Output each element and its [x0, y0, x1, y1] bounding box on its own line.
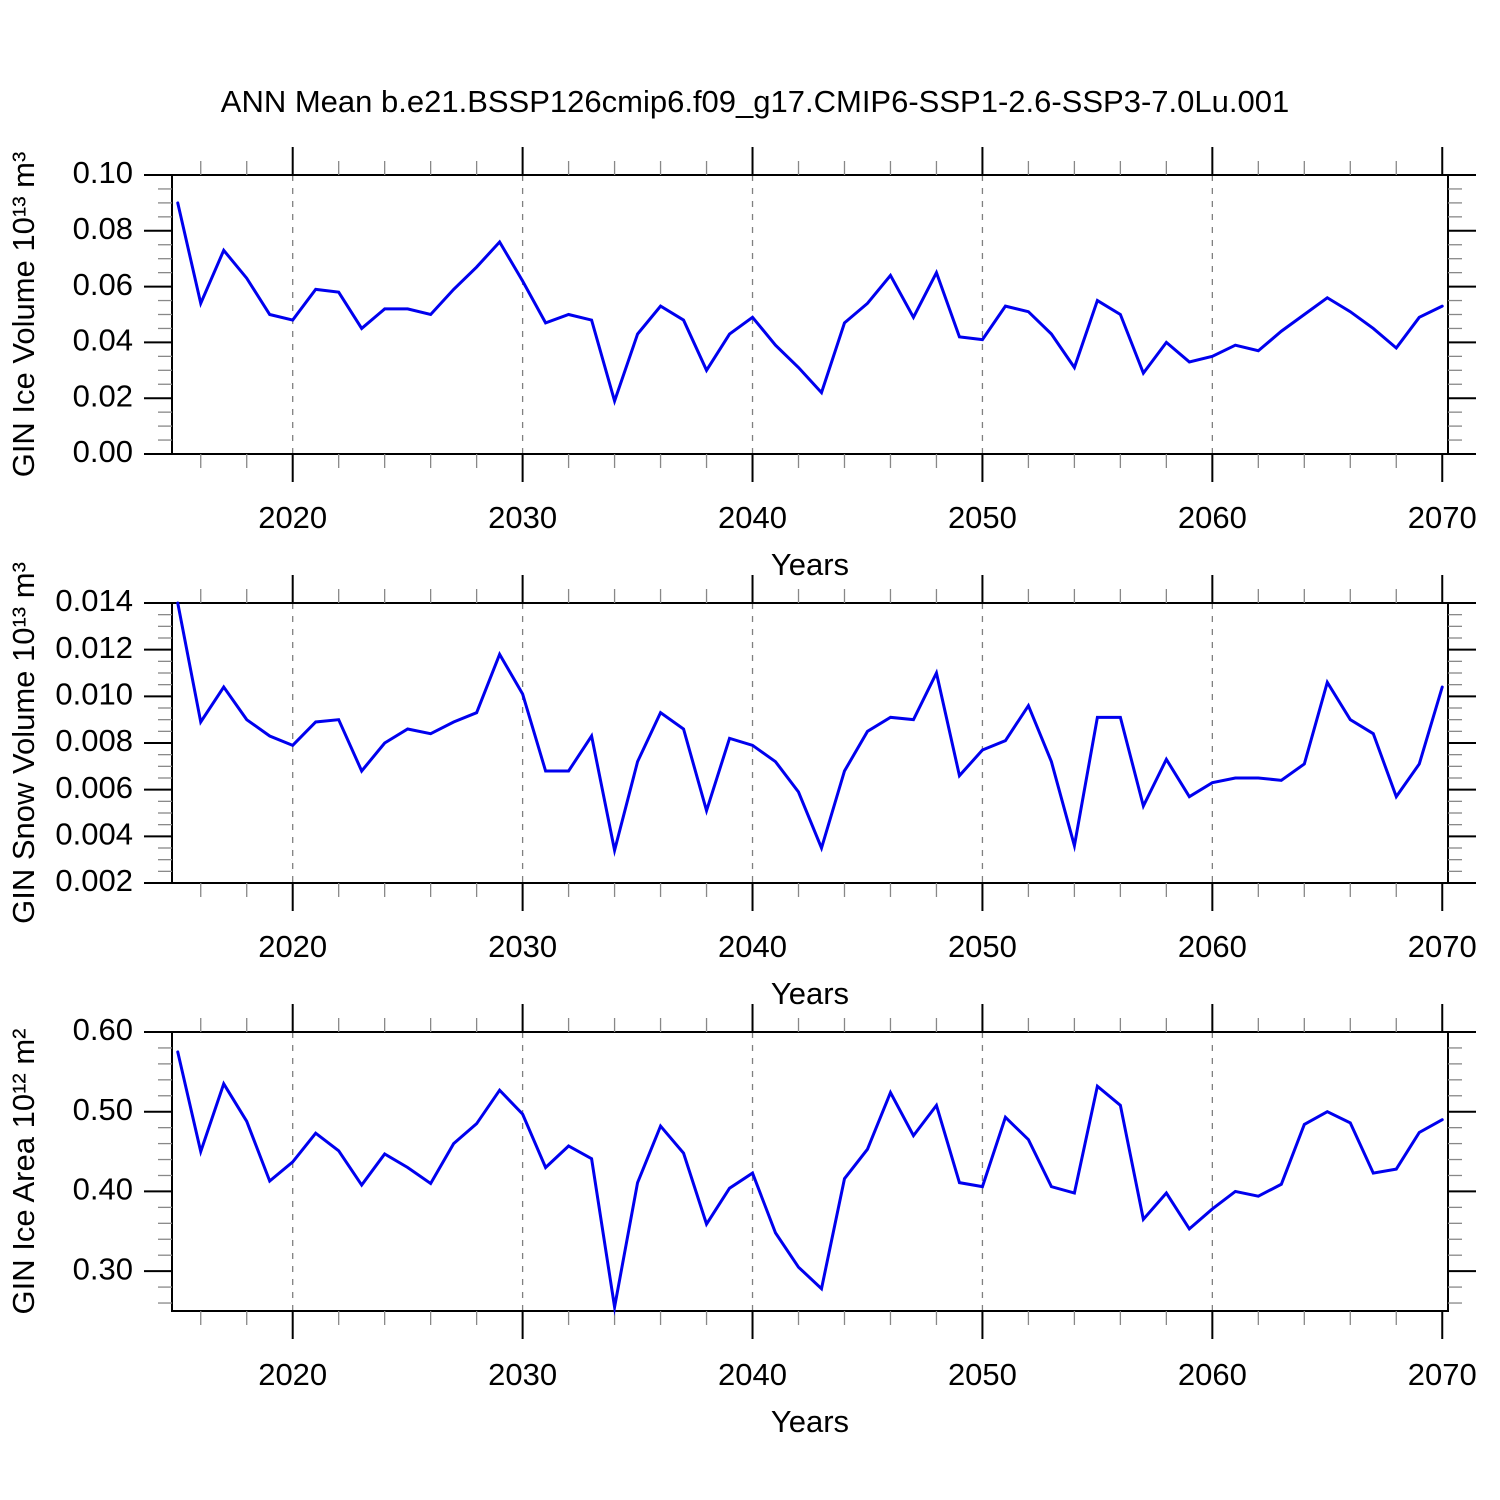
x-axis-title: Years [771, 547, 849, 582]
gin-ice-volume-line [176, 201, 1444, 407]
x-tick-label: 2050 [948, 929, 1017, 964]
x-tick-label: 2040 [718, 500, 787, 535]
y-tick-label: 0.012 [55, 630, 133, 665]
panel-frame [171, 602, 1449, 884]
y-tick-label: 0.02 [73, 378, 133, 413]
y-tick-label: 0.30 [73, 1251, 133, 1286]
x-tick-label: 2030 [488, 929, 557, 964]
x-tick-label: 2030 [488, 1357, 557, 1392]
y-tick-label: 0.60 [73, 1012, 133, 1047]
x-tick-label: 2040 [718, 929, 787, 964]
y-tick-label: 0.014 [55, 583, 133, 618]
y-tick-label: 0.002 [55, 863, 133, 898]
x-tick-label: 2020 [258, 929, 327, 964]
panel-frame [171, 1031, 1449, 1312]
y-axis-title: GIN Ice Area 10¹² m² [6, 1029, 41, 1315]
panel-gin-ice-volume: 2020 2030 2040 2050 2060 2070 0.00 0.02 0.04 0.06… [6, 147, 1477, 582]
x-tick-label: 2070 [1408, 1357, 1477, 1392]
x-tick-label: 2020 [258, 1357, 327, 1392]
x-tick-label: 2070 [1408, 500, 1477, 535]
y-tick-label: 0.008 [55, 723, 133, 758]
y-tick-label: 0.50 [73, 1092, 133, 1127]
x-tick-label: 2040 [718, 1357, 787, 1392]
gin-snow-volume-line [176, 601, 1444, 858]
panel-gin-ice-area: 2020 2030 2040 2050 2060 2070 0.30 0.40 0.50 0.60… [6, 1004, 1477, 1439]
figure-title: ANN Mean b.e21.BSSP126cmip6.f09_g17.CMIP… [220, 84, 1290, 119]
x-tick-label: 2060 [1178, 929, 1247, 964]
x-axis-title: Years [771, 1404, 849, 1439]
y-axis-title: GIN Snow Volume 10¹³ m³ [6, 562, 41, 924]
y-tick-label: 0.04 [73, 323, 133, 358]
y-tick-label: 0.010 [55, 677, 133, 712]
gin-ice-area-line [176, 1050, 1444, 1316]
x-tick-label: 2020 [258, 500, 327, 535]
y-tick-label: 0.10 [73, 155, 133, 190]
y-axis-title: GIN Ice Volume 10¹³ m³ [6, 152, 41, 478]
x-tick-label: 2050 [948, 500, 1017, 535]
y-tick-label: 0.08 [73, 211, 133, 246]
x-tick-label: 2030 [488, 500, 557, 535]
y-tick-label: 0.40 [73, 1172, 133, 1207]
y-tick-label: 0.006 [55, 770, 133, 805]
y-tick-label: 0.06 [73, 267, 133, 302]
panel-gin-snow-volume: 2020 2030 2040 2050 2060 2070 0.002 0.004 0.006 0… [6, 562, 1477, 1011]
panel-frame [171, 174, 1449, 455]
x-axis-title: Years [771, 976, 849, 1011]
x-tick-label: 2060 [1178, 500, 1247, 535]
y-tick-label: 0.00 [73, 434, 133, 469]
x-tick-label: 2060 [1178, 1357, 1247, 1392]
y-tick-label: 0.004 [55, 817, 133, 852]
x-tick-label: 2050 [948, 1357, 1017, 1392]
x-tick-label: 2070 [1408, 929, 1477, 964]
